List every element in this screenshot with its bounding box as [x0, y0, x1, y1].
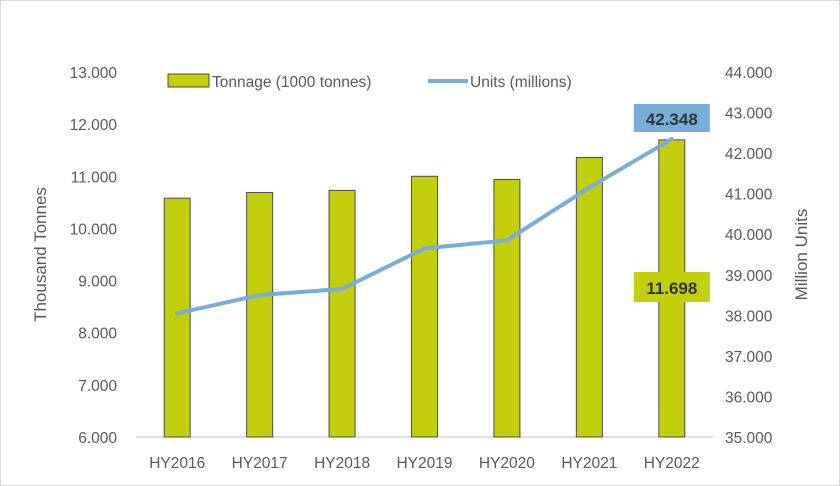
y-right-tick-label: 44.000 — [725, 65, 773, 82]
tonnage-data-label: 11.698 — [646, 279, 697, 298]
y-left-tick-label: 8.000 — [78, 326, 117, 343]
y-right-tick-label: 41.000 — [725, 187, 773, 204]
y-right-tick-label: 40.000 — [725, 227, 773, 244]
bar-hy2016 — [163, 197, 191, 438]
y-left-tick-label: 7.000 — [78, 378, 117, 395]
y-right-axis-title: Million Units — [792, 209, 811, 301]
x-tick-label: HY2021 — [561, 455, 617, 472]
tonnage-data-label-box — [633, 272, 710, 302]
legend-label-units: Units (millions) — [470, 74, 572, 91]
y-right-tick-label: 35.000 — [725, 430, 773, 447]
x-tick-label: HY2017 — [232, 455, 288, 472]
bar-hy2018 — [328, 189, 356, 438]
bar-hy2021 — [575, 157, 603, 438]
x-tick-label: HY2016 — [149, 455, 205, 472]
x-tick-label: HY2019 — [396, 455, 452, 472]
units-data-label-box — [633, 104, 710, 132]
y-left-tick-label: 10.000 — [70, 221, 118, 238]
y-right-tick-label: 39.000 — [725, 268, 773, 285]
y-left-axis-title: Thousand Tonnes — [31, 187, 50, 322]
y-left-tick-label: 13.000 — [70, 65, 118, 82]
bar-hy2017 — [246, 191, 274, 438]
y-right-tick-label: 42.000 — [725, 146, 773, 163]
y-left-tick-label: 9.000 — [78, 274, 117, 291]
y-left-tick-label: 6.000 — [78, 430, 117, 447]
y-right-tick-label: 43.000 — [725, 106, 773, 123]
bar-hy2019 — [411, 175, 438, 438]
y-right-tick-label: 37.000 — [725, 349, 773, 366]
x-tick-label: HY2020 — [479, 455, 535, 472]
y-left-tick-label: 12.000 — [70, 117, 118, 134]
x-tick-label: HY2018 — [314, 455, 370, 472]
units-data-label: 42.348 — [646, 110, 698, 129]
y-left-tick-label: 11.000 — [71, 169, 118, 186]
legend-label-tonnage: Tonnage (1000 tonnes) — [212, 74, 371, 91]
y-right-tick-label: 36.000 — [725, 389, 773, 406]
bar-hy2020 — [493, 178, 521, 438]
legend-swatch-tonnage — [167, 73, 210, 88]
y-right-tick-label: 38.000 — [725, 308, 773, 325]
x-tick-label: HY2022 — [644, 455, 700, 472]
